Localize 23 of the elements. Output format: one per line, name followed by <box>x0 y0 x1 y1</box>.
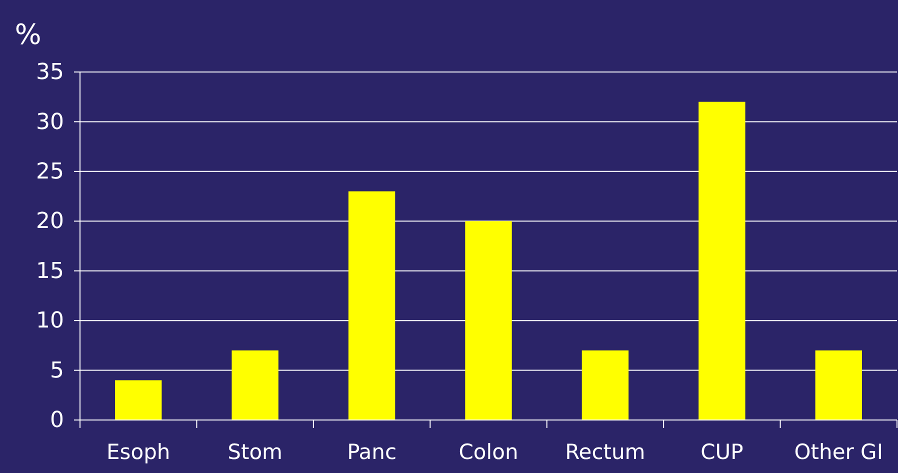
y-tick-label: 30 <box>36 110 64 135</box>
y-tick-label: 20 <box>36 209 64 234</box>
x-tick-label: Esoph <box>106 440 170 464</box>
bar <box>465 221 512 420</box>
bar <box>348 191 396 420</box>
x-tick-label: CUP <box>700 440 744 464</box>
x-tick-label: Colon <box>458 440 518 464</box>
y-tick-label: 25 <box>36 159 64 184</box>
bar <box>698 102 746 420</box>
bar <box>582 350 629 420</box>
x-tick-label: Stom <box>228 440 283 464</box>
y-tick-label: 5 <box>50 358 64 384</box>
bar <box>815 350 862 420</box>
bar <box>115 380 162 420</box>
y-axis-title: % <box>14 18 42 51</box>
x-tick-label: Rectum <box>565 440 646 464</box>
y-tick-label: 35 <box>36 60 64 86</box>
x-tick-label: Panc <box>347 440 397 464</box>
y-tick-label: 10 <box>36 308 64 334</box>
x-tick-label: Other GI <box>794 440 884 464</box>
y-tick-label: 0 <box>50 408 64 434</box>
y-tick-label: 15 <box>36 258 64 284</box>
bar <box>232 350 278 420</box>
